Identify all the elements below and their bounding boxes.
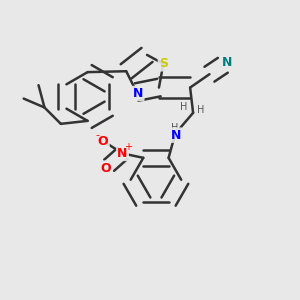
Text: N: N — [171, 129, 181, 142]
Text: S: S — [159, 57, 168, 70]
Text: H: H — [197, 105, 204, 115]
Text: N: N — [117, 147, 128, 160]
Text: O: O — [98, 135, 109, 148]
Text: H: H — [181, 103, 188, 112]
Text: O: O — [101, 162, 112, 175]
Text: N: N — [222, 56, 232, 69]
Text: H: H — [171, 123, 178, 133]
Text: +: + — [124, 142, 132, 152]
Text: -: - — [96, 130, 100, 140]
Text: N: N — [133, 87, 143, 100]
